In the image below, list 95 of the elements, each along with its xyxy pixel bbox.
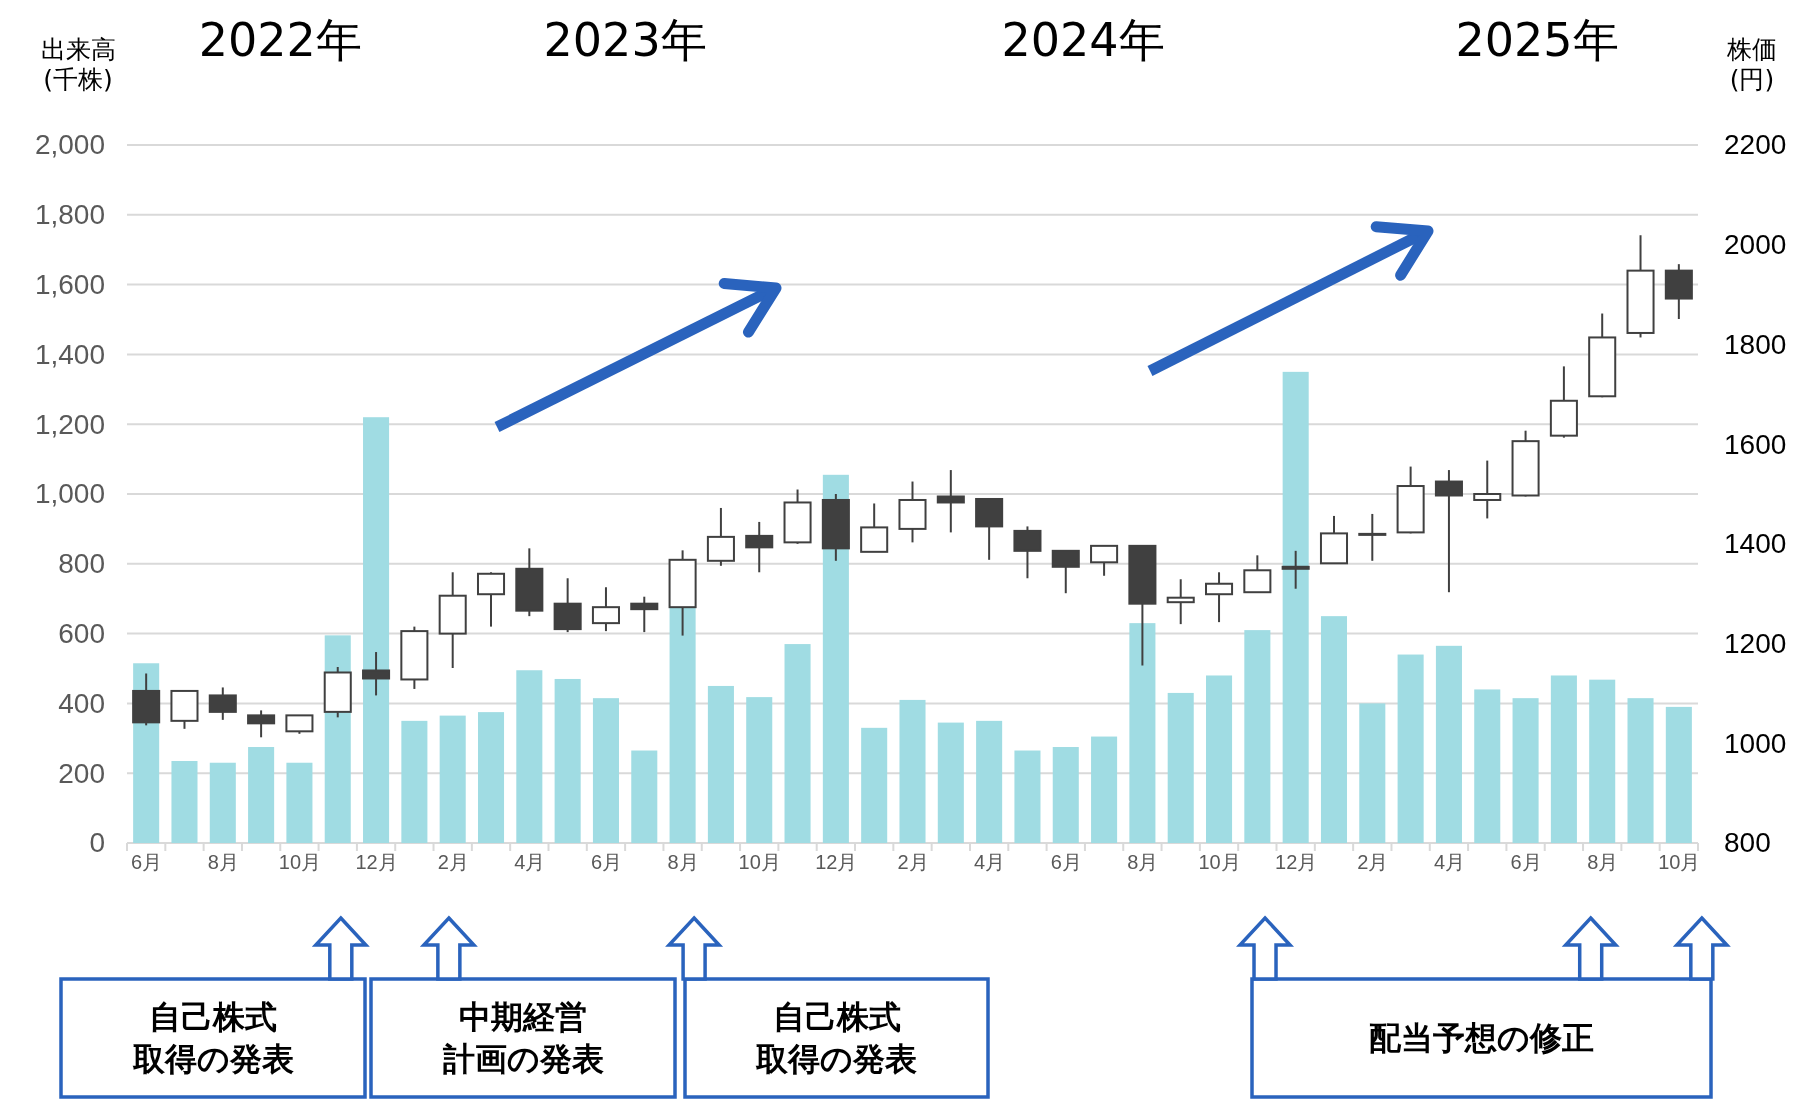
- y2-tick-label: 800: [1724, 827, 1771, 859]
- text: 2022年: [198, 13, 362, 67]
- text: 2024年: [1001, 13, 1165, 67]
- y-tick-label: 1,000: [34, 478, 105, 510]
- bar: [631, 750, 658, 843]
- bar: [1244, 630, 1271, 843]
- y2-tick-label: 1800: [1724, 328, 1787, 360]
- bar: [1014, 750, 1041, 843]
- x-tick-label: 6月: [131, 851, 163, 874]
- y2-tick-label: 1000: [1724, 727, 1787, 759]
- text: 自己株式取得の発表: [755, 998, 917, 1078]
- x-tick-label: 2月: [1357, 851, 1389, 874]
- bar: [1550, 675, 1577, 843]
- candlestick: [1281, 549, 1310, 590]
- y-tick-label: 600: [58, 618, 105, 650]
- bar: [784, 644, 811, 843]
- bar: [363, 417, 390, 843]
- bar: [976, 720, 1003, 843]
- x-tick-label: 10月: [278, 851, 322, 874]
- candlestick: [1434, 469, 1463, 594]
- bar: [1474, 689, 1501, 843]
- bar: [554, 678, 581, 843]
- x-tick-label: 8月: [1127, 851, 1159, 874]
- candlestick: [1358, 512, 1387, 562]
- bar: [286, 762, 313, 843]
- bar: [861, 727, 888, 843]
- candlestick: [936, 469, 965, 534]
- y-tick-label: 1,600: [34, 269, 105, 301]
- text: 自己株式取得の発表: [131, 998, 294, 1078]
- y-tick-label: 200: [58, 757, 105, 789]
- bar: [1512, 698, 1539, 843]
- x-tick-label: 12月: [1275, 851, 1318, 874]
- y2-tick-label: 1200: [1724, 628, 1787, 660]
- y-tick-label: 800: [58, 548, 105, 580]
- candlestick: [630, 595, 659, 634]
- y-tick-label: 0: [89, 827, 105, 859]
- bar: [248, 747, 275, 843]
- x-tick-label: 8月: [1587, 851, 1619, 874]
- bar: [1282, 371, 1309, 843]
- text: 2025年: [1455, 13, 1619, 67]
- text: 配当予想の修正: [1369, 1019, 1594, 1057]
- bar: [1589, 679, 1616, 843]
- y-tick-label: 2,000: [34, 129, 105, 161]
- x-tick-label: 6月: [590, 851, 623, 874]
- x-tick-label: 4月: [974, 851, 1006, 874]
- x-tick-label: 10月: [738, 851, 781, 874]
- candlestick: [1473, 459, 1502, 520]
- bar: [937, 722, 964, 843]
- candlestick: [247, 709, 276, 739]
- y2-tick-label: 1600: [1724, 428, 1787, 460]
- bar: [1397, 654, 1424, 843]
- x-tick-label: 2月: [897, 851, 929, 874]
- x-tick-label: 6月: [1510, 851, 1542, 874]
- y-axis-title: 出来高 (千株): [40, 35, 116, 94]
- bar: [171, 760, 198, 843]
- y-tick-label: 1,800: [34, 199, 105, 231]
- x-tick-label: 12月: [815, 851, 858, 874]
- y2-tick-label: 2000: [1724, 229, 1787, 261]
- x-tick-label: 8月: [207, 851, 239, 874]
- x-tick-label: 6月: [1050, 851, 1082, 874]
- bar: [1167, 692, 1194, 843]
- y-tick-label: 1,200: [34, 408, 105, 440]
- bar: [707, 685, 734, 843]
- bar: [1206, 675, 1233, 843]
- x-tick-label: 4月: [1433, 851, 1465, 874]
- bar: [1627, 698, 1654, 843]
- bar: [1052, 747, 1079, 843]
- y2-tick-label: 2200: [1724, 129, 1787, 161]
- x-tick-label: 10月: [1198, 851, 1241, 874]
- bar: [477, 712, 505, 843]
- bar: [209, 762, 236, 843]
- candlestick: [1166, 578, 1195, 626]
- bar: [1320, 616, 1348, 843]
- bar: [1435, 645, 1462, 843]
- bar: [516, 670, 543, 843]
- bar: [592, 698, 619, 843]
- text: 中期経営計画の発表: [441, 998, 604, 1078]
- x-tick-label: 12月: [355, 851, 398, 874]
- x-tick-label: 4月: [514, 851, 546, 874]
- y2-axis-title: 株価 (円): [1726, 35, 1777, 94]
- y2-tick-label: 1400: [1724, 528, 1787, 560]
- bar: [1665, 706, 1692, 843]
- bar: [439, 715, 466, 843]
- x-tick-label: 8月: [667, 851, 699, 874]
- y-tick-label: 1,400: [34, 338, 105, 370]
- bar: [1359, 703, 1386, 843]
- x-tick-label: 10月: [1658, 851, 1701, 874]
- x-tick-label: 2月: [437, 851, 469, 874]
- bar: [401, 720, 428, 843]
- bar: [899, 699, 926, 843]
- text: 2023年: [543, 13, 707, 67]
- bar: [1091, 736, 1118, 843]
- bar: [1129, 623, 1156, 843]
- y-tick-label: 400: [58, 687, 105, 719]
- bar: [746, 697, 773, 843]
